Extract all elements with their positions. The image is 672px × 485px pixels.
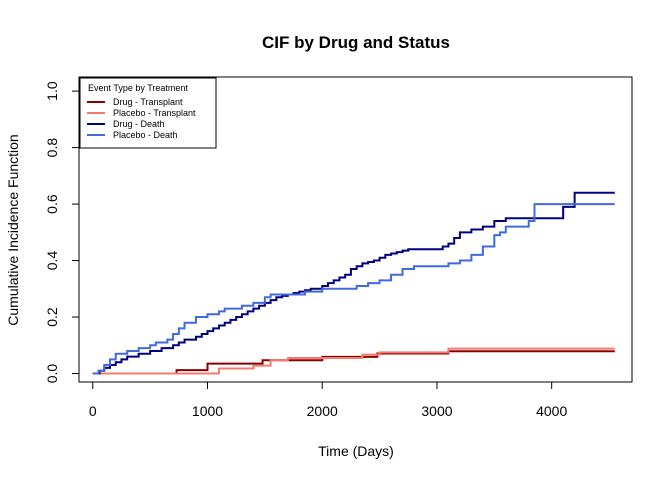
series-layer	[92, 191, 615, 375]
x-axis-label: Time (Days)	[318, 443, 394, 459]
y-axis: 0.0 0.2 0.4 0.6 0.8 1.0	[44, 81, 80, 384]
series-line-1	[92, 347, 615, 375]
y-tick-label: 1.0	[44, 81, 60, 101]
y-axis-label: Cumulative Incidence Function	[5, 134, 21, 325]
x-tick-label: 2000	[307, 403, 338, 419]
y-tick-label: 0.6	[44, 194, 60, 214]
legend-title: Event Type by Treatment	[88, 83, 188, 93]
y-tick-label: 0.0	[44, 364, 60, 384]
y-tick-label: 0.4	[44, 251, 60, 271]
legend: Event Type by Treatment Drug - Transplan…	[79, 77, 217, 149]
x-tick-label: 3000	[421, 403, 452, 419]
x-tick-label: 0	[89, 403, 97, 419]
chart-title: CIF by Drug and Status	[262, 33, 450, 52]
legend-label-2: Drug - Death	[113, 119, 165, 129]
legend-label-1: Placebo - Transplant	[113, 108, 196, 118]
y-tick-label: 0.2	[44, 307, 60, 327]
legend-label-3: Placebo - Death	[113, 130, 178, 140]
series-line-2	[92, 191, 615, 375]
series-line-0	[92, 350, 615, 375]
x-tick-label: 4000	[536, 403, 567, 419]
y-tick-label: 0.8	[44, 138, 60, 158]
legend-label-0: Drug - Transplant	[113, 97, 183, 107]
series-line-3	[92, 203, 615, 375]
x-tick-label: 1000	[192, 403, 223, 419]
x-axis: 0 1000 2000 3000 4000	[89, 381, 567, 419]
